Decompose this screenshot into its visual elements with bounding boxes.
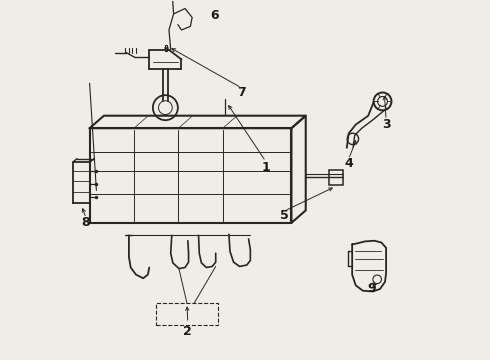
- Bar: [329, 170, 343, 185]
- Text: 7: 7: [237, 86, 246, 99]
- Bar: [156, 303, 218, 325]
- Text: 3: 3: [382, 118, 391, 131]
- Text: 9: 9: [368, 283, 376, 296]
- Bar: [166, 45, 167, 51]
- Text: 8: 8: [82, 216, 90, 229]
- Text: 5: 5: [280, 209, 289, 222]
- Text: 6: 6: [210, 9, 219, 22]
- Text: 1: 1: [261, 161, 270, 174]
- Text: 2: 2: [183, 325, 192, 338]
- Text: 4: 4: [344, 157, 353, 170]
